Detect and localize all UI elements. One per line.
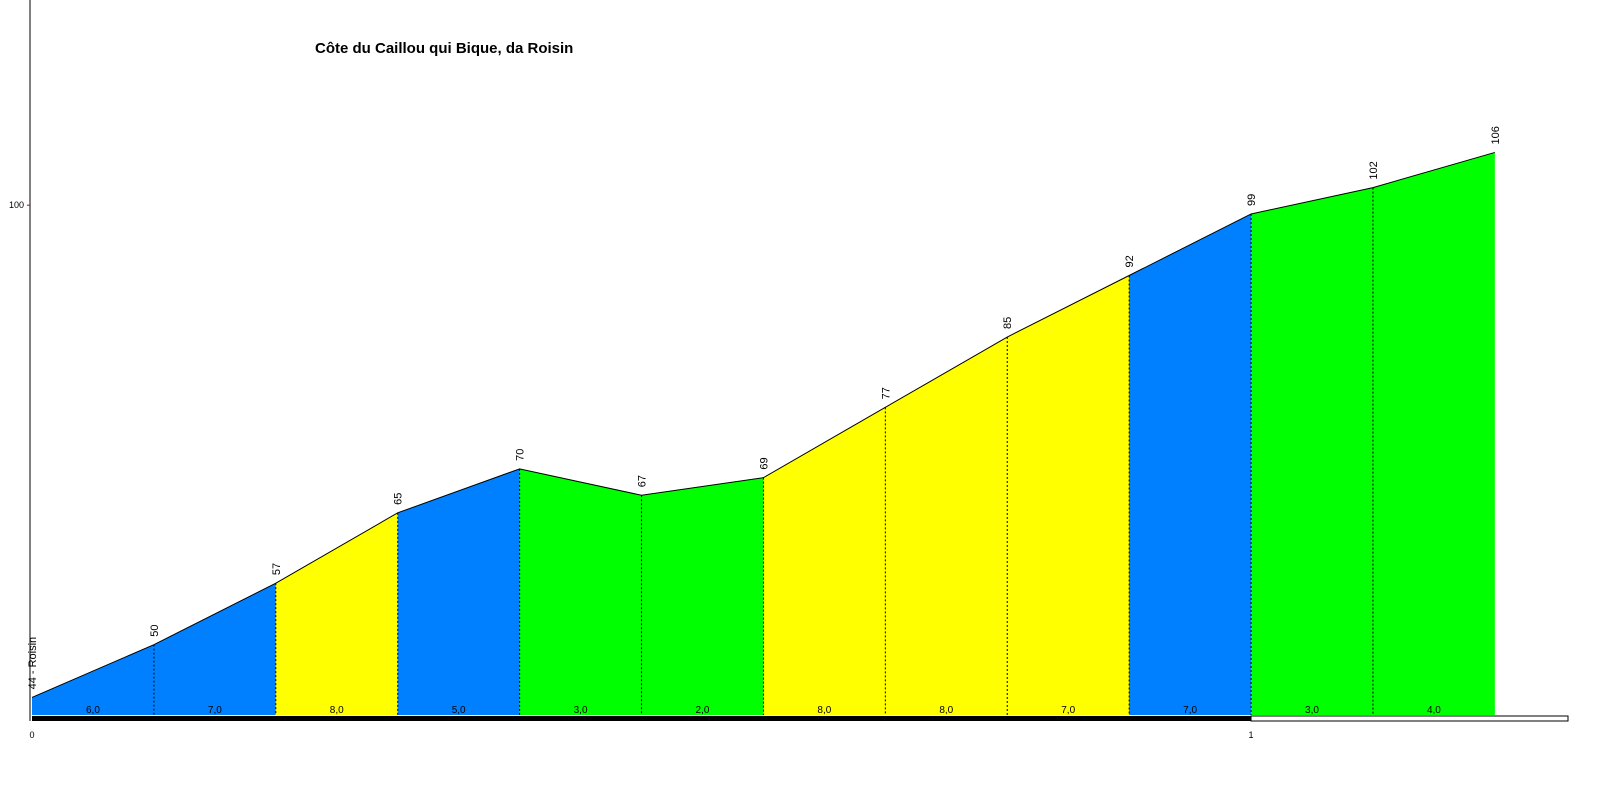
elevation-label: 85 — [1002, 317, 1014, 329]
segment — [763, 407, 886, 715]
distance-bar-rest — [1250, 715, 1569, 722]
elevation-label: 44 - Roisin — [27, 637, 39, 690]
elevation-label: 102 — [1368, 161, 1380, 179]
chart-title: Côte du Caillou qui Bique, da Roisin — [315, 40, 573, 57]
segment — [1251, 187, 1373, 715]
segment — [1372, 152, 1495, 715]
x-tick-label: 1 — [1249, 730, 1254, 740]
elevation-label: 57 — [271, 563, 283, 575]
y-tick-label: 100 — [9, 200, 24, 210]
segment — [1007, 275, 1130, 715]
x-tick-label: 0 — [29, 730, 34, 740]
gradient-label: 6,0 — [86, 705, 100, 716]
gradient-label: 7,0 — [1183, 705, 1197, 716]
gradient-label: 8,0 — [330, 705, 344, 716]
elevation-label: 67 — [637, 475, 649, 487]
gradient-label: 8,0 — [939, 705, 953, 716]
segment — [1129, 213, 1252, 716]
segment — [519, 468, 642, 715]
elevation-label: 106 — [1490, 126, 1502, 144]
distance-bar — [32, 716, 1252, 721]
segment — [641, 477, 764, 715]
elevation-label: 92 — [1124, 255, 1136, 267]
elevation-label: 99 — [1246, 194, 1258, 206]
gradient-label: 3,0 — [1305, 705, 1319, 716]
elevation-label: 69 — [758, 457, 770, 469]
gradient-label: 2,0 — [696, 705, 710, 716]
elevation-label: 65 — [393, 493, 405, 505]
gradient-label: 7,0 — [208, 705, 222, 716]
profile-line — [31, 151, 1495, 698]
gradient-label: 4,0 — [1427, 705, 1441, 716]
segment — [397, 468, 520, 715]
gradient-label: 7,0 — [1061, 705, 1075, 716]
segment — [275, 512, 398, 715]
gradient-label: 8,0 — [817, 705, 831, 716]
elevation-label: 77 — [880, 387, 892, 399]
segment — [885, 337, 1008, 715]
segment — [32, 644, 154, 715]
elevation-label: 50 — [149, 624, 161, 636]
gradient-label: 3,0 — [574, 705, 588, 716]
elevation-label: 70 — [515, 449, 527, 461]
segment — [153, 583, 276, 715]
gradient-label: 5,0 — [452, 705, 466, 716]
